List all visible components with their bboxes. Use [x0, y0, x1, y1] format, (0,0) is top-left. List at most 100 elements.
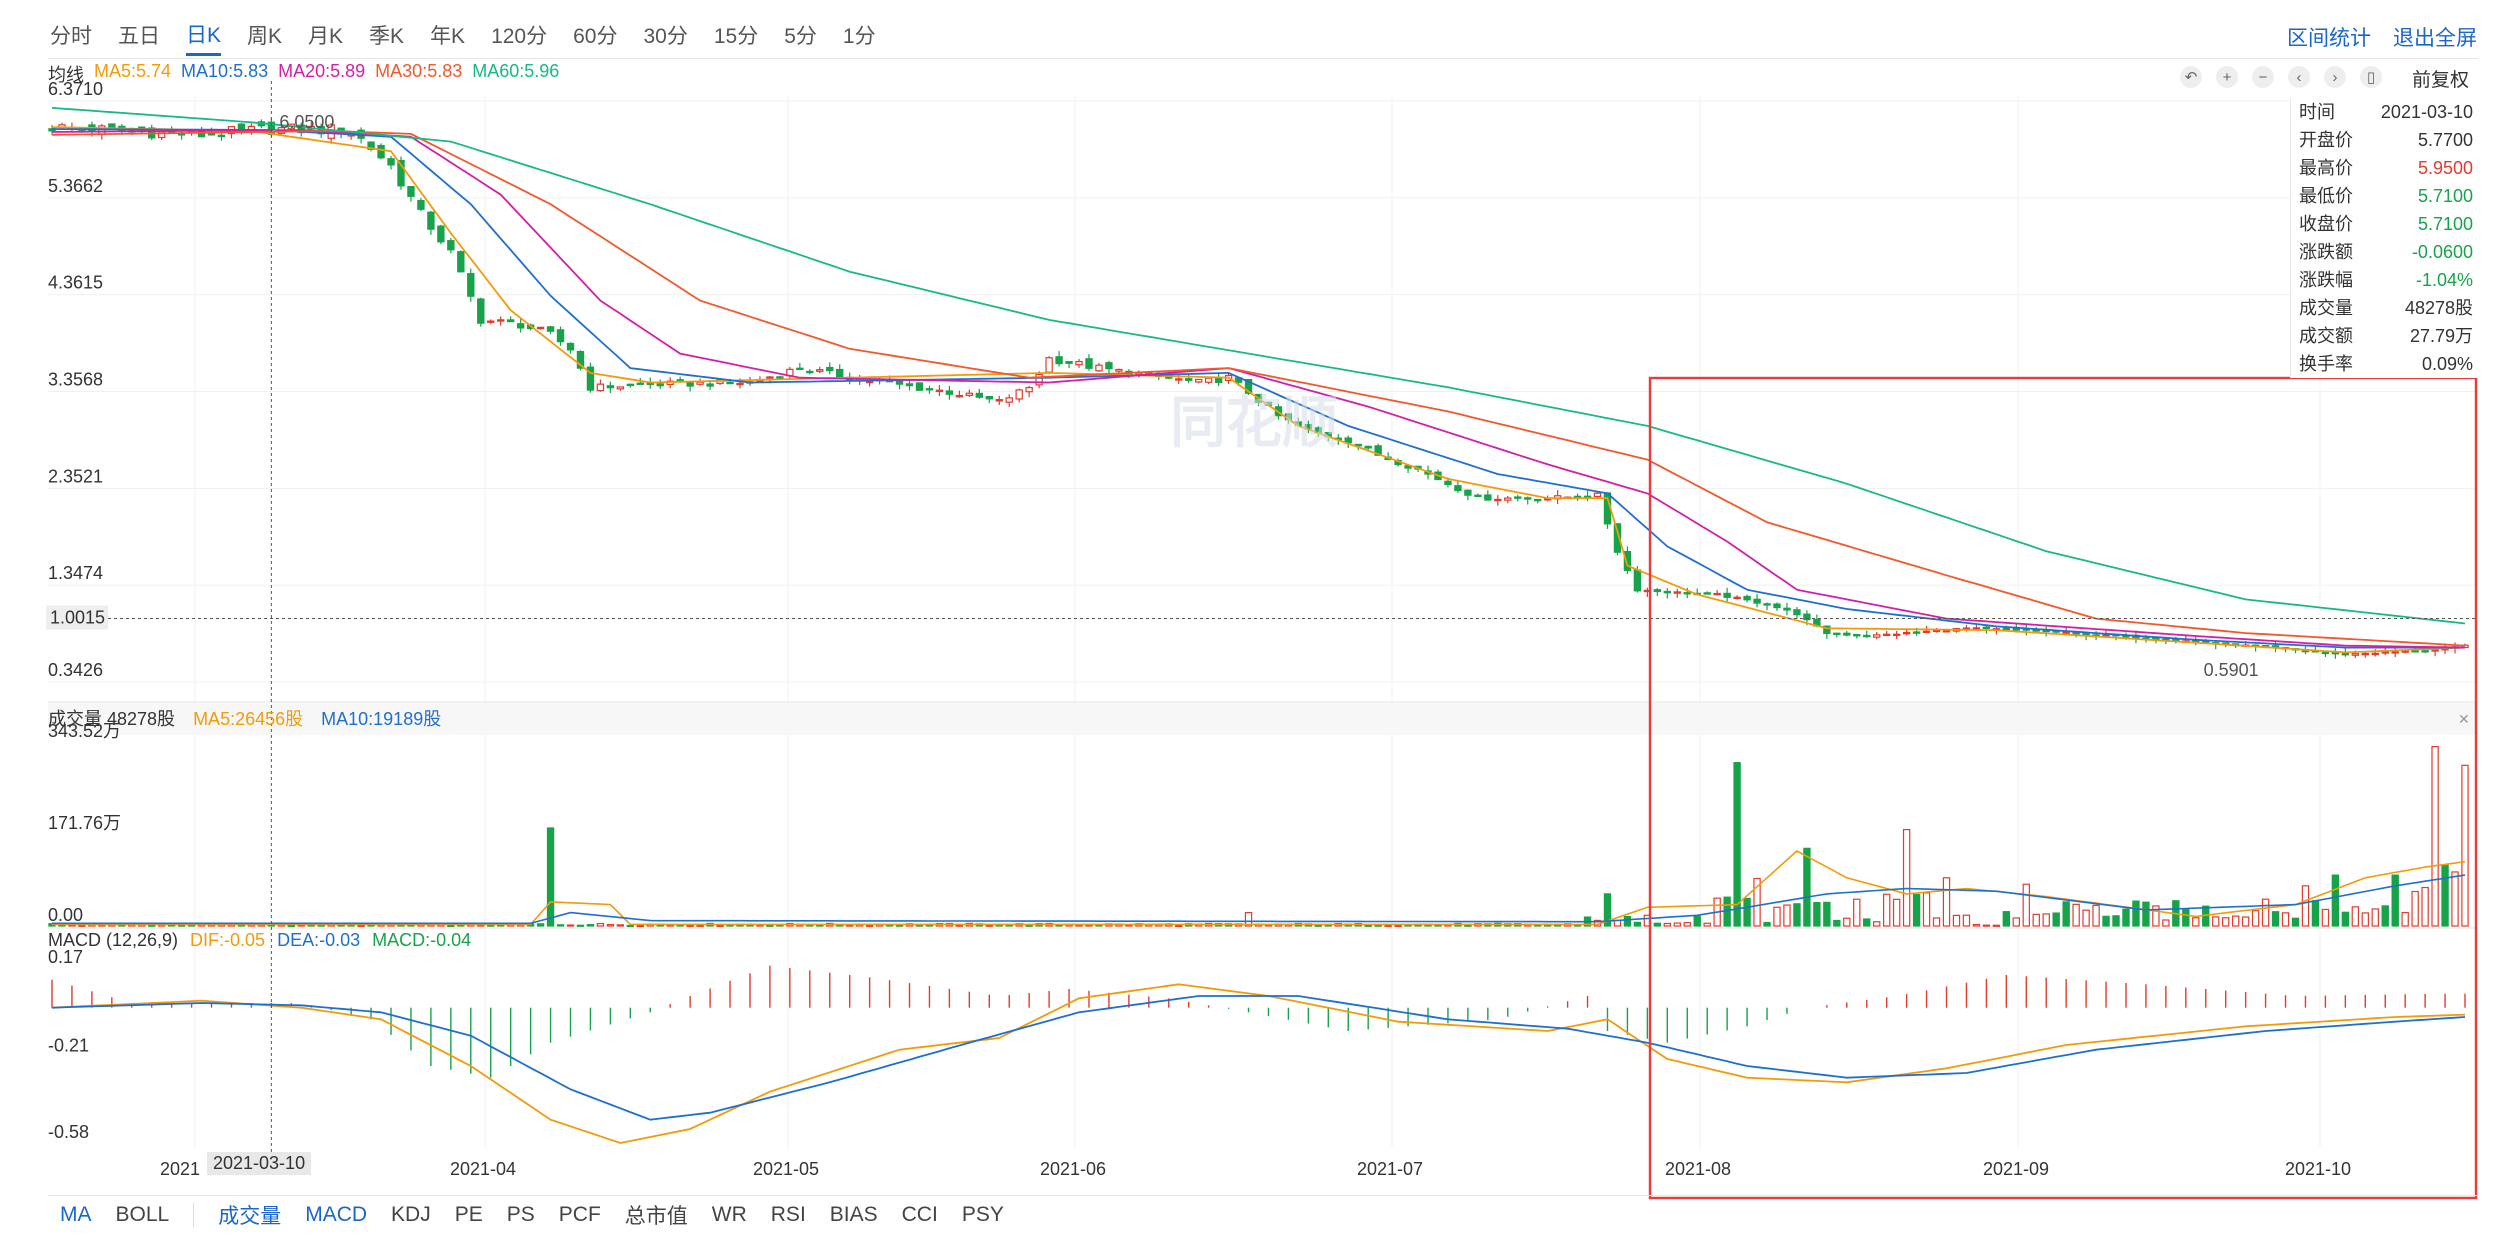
info-label: 成交额 — [2299, 326, 2353, 346]
volume-bar — [1763, 921, 1771, 927]
indicator-tab-2[interactable]: KDJ — [391, 1202, 431, 1226]
highlight-box — [1648, 376, 2478, 1200]
volume-bar — [2032, 913, 2040, 927]
indicator-tab-7[interactable]: WR — [711, 1202, 747, 1226]
info-value: 5.7100 — [2417, 186, 2473, 206]
info-label: 成交量 — [2299, 298, 2353, 318]
info-row: 时间 2021-03-10 — [2291, 98, 2481, 126]
info-label: 开盘价 — [2299, 130, 2353, 150]
indicator-tab-0[interactable]: 成交量 — [218, 1204, 282, 1228]
adjust-mode-label[interactable]: 前复权 — [2412, 70, 2470, 91]
tab-period-5[interactable]: 季K — [369, 25, 405, 48]
crosshair-price-label: 1.0015 — [50, 607, 105, 627]
undo-icon[interactable]: ↶ — [2180, 66, 2202, 88]
tab-period-2[interactable]: 日K — [186, 19, 222, 56]
overlays: 6.0500 0.5901 1.0015 ✕ — [46, 81, 2478, 1200]
candle-body — [1613, 523, 1622, 553]
exit-fullscreen-button[interactable]: 退出全屏 — [2393, 27, 2477, 50]
low-annotation: 0.5901 — [2204, 660, 2259, 680]
candle-body — [1932, 629, 1941, 633]
candle-body — [1743, 595, 1751, 601]
prev-icon[interactable]: ‹ — [2288, 66, 2310, 88]
indicator-tab-boll[interactable]: BOLL — [115, 1202, 170, 1226]
candle-body — [1204, 377, 1213, 383]
tab-period-8[interactable]: 60分 — [573, 25, 618, 48]
volume-bar — [546, 827, 555, 927]
zoom-in-icon[interactable]: + — [2216, 66, 2238, 88]
volume-bar — [1982, 924, 1991, 927]
indicator-tab-6[interactable]: 总市值 — [624, 1204, 688, 1228]
capsule-icon[interactable]: ▯ — [2360, 66, 2382, 88]
volume-bar — [1992, 924, 2001, 927]
macd-legend: MACD (12,26,9) DIF:-0.05 DEA:-0.03 MACD:… — [48, 930, 471, 951]
tab-period-3[interactable]: 周K — [247, 25, 283, 48]
indicator-tab-5[interactable]: PCF — [558, 1202, 601, 1226]
candle-body — [1593, 492, 1602, 498]
candle-body — [1902, 632, 1911, 635]
volume-bar — [1882, 893, 1891, 927]
macd-tick-label: 0.17 — [48, 947, 83, 967]
candle-body — [1025, 387, 1033, 393]
candle-body — [965, 392, 974, 396]
candle-body — [1454, 485, 1462, 492]
volume-bar — [2301, 885, 2310, 927]
indicator-tab-8[interactable]: RSI — [770, 1202, 806, 1226]
macd-legend-label: MACD (12,26,9) — [48, 930, 179, 950]
volume-bar — [1972, 923, 1981, 927]
date-tick-label: 2021-06 — [1040, 1159, 1106, 1179]
indicator-tab-4[interactable]: PS — [506, 1202, 535, 1226]
tab-period-4[interactable]: 月K — [308, 25, 344, 48]
tab-period-1[interactable]: 五日 — [118, 25, 160, 48]
tab-period-0[interactable]: 分时 — [50, 25, 92, 48]
candle-body — [1833, 632, 1841, 635]
volume-bar — [2381, 905, 2389, 927]
indicator-tab-10[interactable]: CCI — [901, 1202, 938, 1226]
candle-body — [1982, 626, 1991, 630]
candle-body — [506, 319, 515, 323]
interval-stats-button[interactable]: 区间统计 — [2287, 27, 2371, 50]
volume-bar — [2291, 917, 2300, 927]
ma-legend-item-2: MA20:5.89 — [278, 61, 366, 81]
volume-tick-label: 0.00 — [48, 905, 83, 925]
tab-period-11[interactable]: 5分 — [784, 25, 817, 48]
candle-body — [566, 342, 575, 351]
volume-bar — [845, 924, 854, 927]
tab-period-9[interactable]: 30分 — [643, 25, 688, 48]
candle-body — [1175, 378, 1183, 381]
candle-body — [2421, 650, 2429, 653]
tab-period-12[interactable]: 1分 — [842, 25, 876, 48]
candle-body — [516, 323, 525, 329]
volume-bar — [556, 924, 565, 927]
candle-body — [606, 385, 615, 389]
volume-bar — [2421, 886, 2429, 927]
volume-bar — [616, 924, 625, 927]
candle-body — [447, 240, 455, 251]
volume-bar — [1823, 901, 1831, 927]
volume-bar — [2052, 912, 2060, 927]
candle-body — [925, 388, 934, 391]
candle-body — [1095, 364, 1103, 372]
indicator-tab-ma[interactable]: MA — [60, 1202, 92, 1226]
indicator-tab-3[interactable]: PE — [454, 1202, 483, 1226]
candle-body — [895, 380, 904, 385]
volume-bar — [1673, 922, 1681, 927]
next-icon[interactable]: › — [2324, 66, 2346, 88]
indicator-tab-9[interactable]: BIAS — [829, 1202, 878, 1226]
candle-body — [1843, 632, 1851, 636]
volume-bar — [2321, 908, 2330, 927]
indicator-tab-11[interactable]: PSY — [961, 1202, 1004, 1226]
volume-bar — [586, 924, 595, 927]
volume-bar — [1863, 918, 1871, 927]
tab-period-6[interactable]: 年K — [430, 25, 466, 48]
volume-bar — [2152, 905, 2160, 927]
volume-bar — [596, 922, 605, 927]
tab-period-7[interactable]: 120分 — [491, 25, 548, 48]
indicator-tab-1[interactable]: MACD — [305, 1202, 368, 1226]
ma-legend-item-4: MA60:5.96 — [472, 61, 560, 81]
volume-ma5-label: MA5:26456股 — [193, 709, 304, 729]
tab-separator — [193, 1202, 195, 1227]
tab-period-10[interactable]: 15分 — [713, 25, 759, 48]
zoom-out-icon[interactable]: − — [2252, 66, 2274, 88]
ma-line-ma10 — [51, 128, 2465, 649]
